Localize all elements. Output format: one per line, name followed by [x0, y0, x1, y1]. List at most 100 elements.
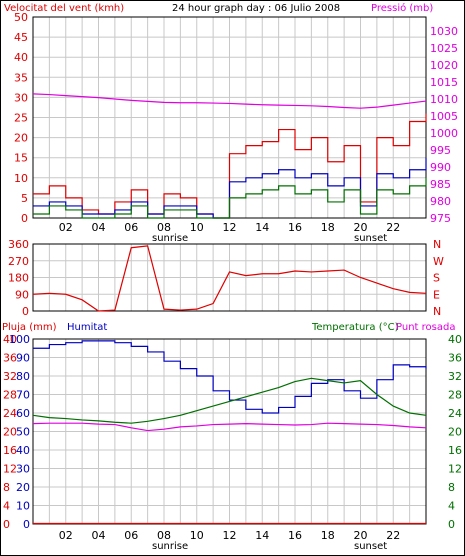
pressure-tick-label: 1030 [430, 25, 458, 38]
pressure-tick-label: 990 [430, 161, 451, 174]
wind-speed-tick-label: 10 [14, 172, 28, 185]
temperature-tick-label: 24 [448, 407, 462, 420]
wind-speed-tick-label: 20 [14, 132, 28, 145]
panel-wind-hour-labels: 02 04 06 08 10 12 14 16 18 20 22 [59, 221, 401, 234]
temperature-tick-label: 16 [448, 444, 462, 457]
hour-label: 12 [223, 221, 237, 234]
wind-speed-tick-label: 45 [14, 31, 28, 44]
hour-label: 02 [59, 529, 73, 542]
direction-degree-axis: 360 270 180 90 0 [8, 238, 29, 318]
wind-average-line [33, 157, 427, 219]
temperature-tick-label: 40 [448, 333, 462, 346]
temperature-tick-label: 20 [448, 426, 462, 439]
humidity-tick-label: 30 [16, 463, 30, 476]
panel-humidity-hour-labels: 02 04 06 08 10 12 14 16 18 20 22 [59, 529, 401, 542]
hour-label: 16 [288, 529, 302, 542]
pressure-tick-label: 995 [430, 144, 451, 157]
rain-tick-label: 4 [3, 500, 10, 513]
pressure-axis: 1030 1025 1020 1015 1010 1005 1000 995 990 985 980… [430, 25, 458, 225]
direction-compass-tick-label: W [433, 255, 444, 268]
pressure-tick-label: 1005 [430, 110, 458, 123]
rain-tick-label: 40 [3, 333, 17, 346]
wind-pressure-series [32, 93, 427, 219]
pressure-tick-label: 1020 [430, 59, 458, 72]
hour-label: 06 [124, 221, 138, 234]
pressure-tick-label: 975 [430, 212, 451, 225]
temperature-tick-label: 32 [448, 370, 462, 383]
direction-degree-tick-label: 360 [8, 238, 29, 251]
pressure-tick-label: 1015 [430, 76, 458, 89]
graph-date-title: 24 hour graph day : 06 Julio 2008 [172, 3, 340, 14]
humidity-temperature-series [32, 340, 427, 525]
direction-degree-tick-label: 0 [22, 305, 29, 318]
humidity-tick-label: 90 [16, 352, 30, 365]
pressure-line [32, 93, 427, 109]
pressure-title: Pressió (mb) [371, 2, 433, 14]
hour-label: 22 [386, 221, 400, 234]
temperature-tick-label: 36 [448, 352, 462, 365]
rain-tick-label: 28 [3, 389, 17, 402]
panel-wind-direction [32, 243, 427, 312]
rain-tick-label: 20 [3, 426, 17, 439]
temperature-line [32, 377, 427, 424]
rain-tick-label: 16 [3, 444, 17, 457]
humidity-tick-label: 50 [16, 426, 30, 439]
wind-direction-line [32, 245, 427, 312]
wind-speed-tick-label: 5 [21, 192, 28, 205]
wind-speed-tick-label: 40 [14, 51, 28, 64]
humidity-tick-label: 10 [16, 500, 30, 513]
sunset-label-1: sunset [354, 233, 387, 244]
hour-label: 20 [354, 221, 368, 234]
humidity-tick-label: 80 [16, 370, 30, 383]
temperature-tick-label: 12 [448, 463, 462, 476]
sunrise-label-2: sunrise [152, 541, 188, 552]
hour-label: 06 [124, 529, 138, 542]
wind-direction-series [32, 245, 427, 312]
sunset-label-2: sunset [354, 541, 387, 552]
humidity-tick-label: 0 [23, 518, 30, 531]
wind-speed-tick-label: 35 [14, 71, 28, 84]
hour-label: 10 [190, 529, 204, 542]
rain-tick-label: 24 [3, 407, 17, 420]
rain-tick-label: 36 [3, 352, 17, 365]
humidity-tick-label: 20 [16, 481, 30, 494]
temperature-tick-label: 8 [448, 481, 455, 494]
direction-compass-tick-label: N [433, 305, 441, 318]
hour-label: 12 [223, 529, 237, 542]
rain-tick-label: 12 [3, 463, 17, 476]
hour-label: 08 [157, 221, 171, 234]
rain-humidity-axis: 4036322824201612840100908070605040302010… [3, 333, 30, 531]
wind-low-line [33, 177, 427, 219]
hour-label: 16 [288, 221, 302, 234]
temperature-tick-label: 0 [448, 518, 455, 531]
humidity-tick-label: 40 [16, 444, 30, 457]
hour-label: 20 [354, 529, 368, 542]
hour-label: 02 [59, 221, 73, 234]
pressure-tick-label: 1010 [430, 93, 458, 106]
dewpoint-axis-title: Punt rosada [396, 322, 455, 333]
hour-label: 22 [386, 529, 400, 542]
hour-label: 10 [190, 221, 204, 234]
rain-tick-label: 0 [3, 518, 10, 531]
rain-axis-title: Pluja (mm) [2, 322, 57, 333]
panel-direction-grid [33, 244, 426, 311]
dewpoint-line [32, 422, 427, 432]
wind-speed-title: Velocitat del vent (kmh) [4, 3, 124, 14]
pressure-tick-label: 1025 [430, 42, 458, 55]
wind-speed-tick-label: 25 [14, 112, 28, 125]
hour-label: 04 [92, 221, 106, 234]
pressure-tick-label: 1000 [430, 127, 458, 140]
pressure-tick-label: 985 [430, 178, 451, 191]
direction-degree-tick-label: 180 [8, 272, 29, 285]
hour-label: 04 [92, 529, 106, 542]
sunrise-label-1: sunrise [152, 233, 188, 244]
temperature-tick-label: 28 [448, 389, 462, 402]
pressure-tick-label: 980 [430, 195, 451, 208]
direction-compass-tick-label: E [433, 288, 440, 301]
rain-tick-label: 8 [3, 481, 10, 494]
hour-label: 14 [255, 221, 269, 234]
humidity-axis-title: Humitat [67, 322, 107, 333]
